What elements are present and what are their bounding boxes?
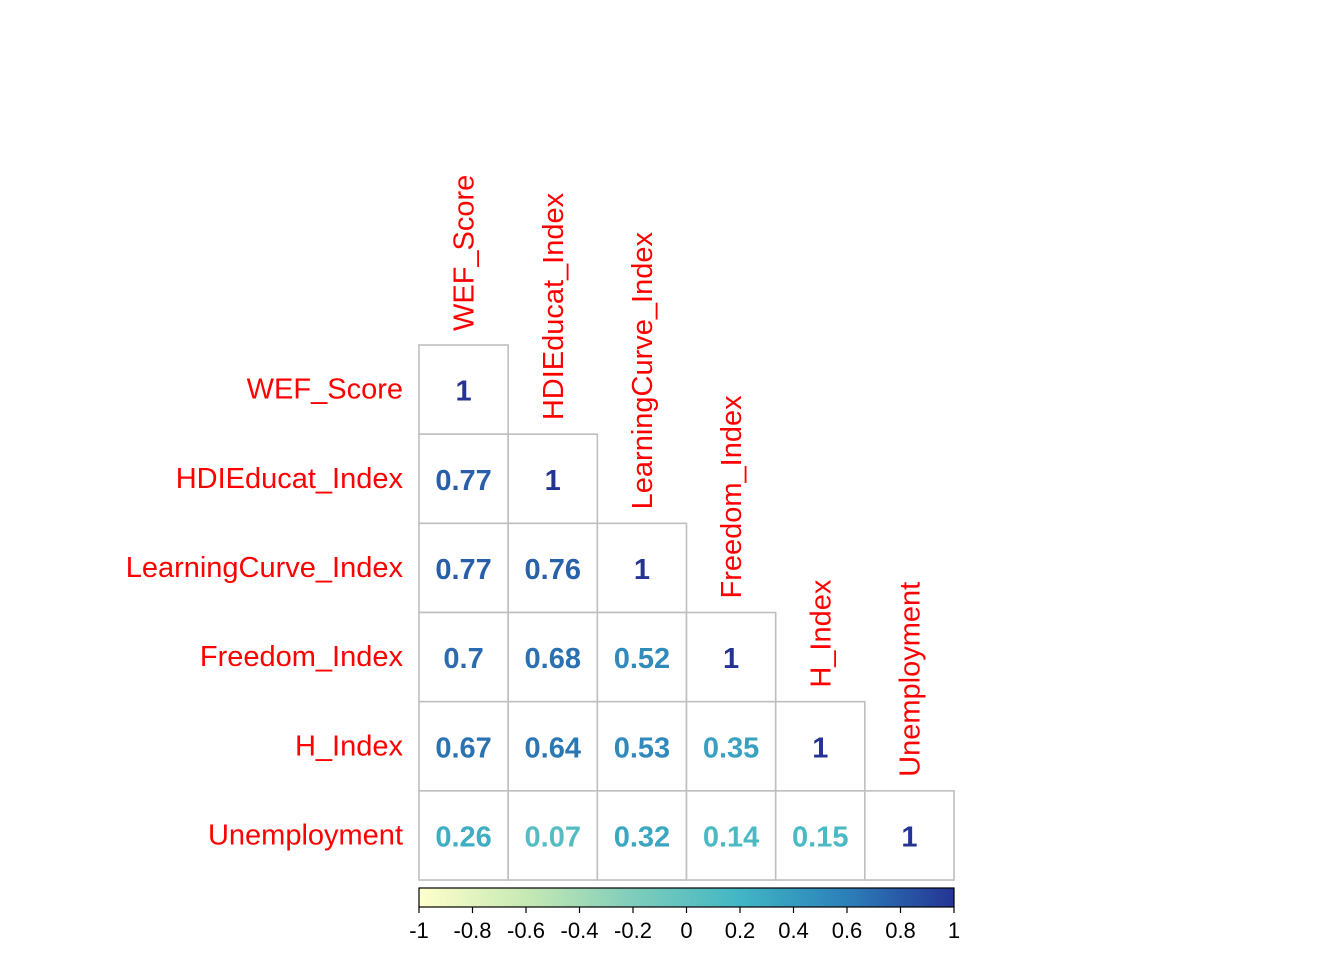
cell-value-label: 0.76 xyxy=(525,554,581,586)
column-label: H_Index xyxy=(805,579,837,688)
cell-value-label: 1 xyxy=(634,554,650,586)
heatmap-cell xyxy=(685,611,777,703)
colorbar-tick-label: 0.8 xyxy=(885,918,916,943)
row-labels: WEF_Score HDIEducat_Index LearningCurve_In… xyxy=(126,374,404,852)
heatmap-cell xyxy=(418,433,509,525)
colorbar-tick-label: -0.6 xyxy=(507,918,545,943)
heatmap-cell xyxy=(864,790,955,881)
cell-value-label: 1 xyxy=(456,376,472,408)
cell-value-label: 0.32 xyxy=(614,821,670,853)
heatmap-cell xyxy=(596,790,688,881)
colorbar-tick-label: -0.2 xyxy=(614,918,652,943)
column-label: Unemployment xyxy=(894,582,926,777)
heatmap-cell xyxy=(596,522,688,614)
cell-value-label: 0.7 xyxy=(443,643,483,675)
heatmap-cell xyxy=(685,790,777,881)
cell-value-label: 0.68 xyxy=(525,643,581,675)
heatmap-cell xyxy=(685,700,777,792)
cell-value-label: 0.67 xyxy=(435,732,491,764)
cell-value-label: 1 xyxy=(723,643,739,675)
cell-value-label: 0.53 xyxy=(614,732,670,764)
row-label: WEF_Score xyxy=(247,374,403,406)
colorbar-gradient xyxy=(418,887,955,908)
heatmap-cell xyxy=(418,344,509,435)
cell-value-label: 0.35 xyxy=(703,732,759,764)
heatmap-cell xyxy=(418,790,509,881)
row-label: H_Index xyxy=(295,730,404,762)
row-label: HDIEducat_Index xyxy=(176,463,404,495)
colorbar-tick-label: -0.4 xyxy=(561,918,599,943)
cell-value-label: 0.52 xyxy=(614,643,670,675)
cell-value-label: 0.77 xyxy=(435,554,491,586)
cell-value-label: 1 xyxy=(901,821,917,853)
colorbar: -1 -0.8 -0.6 -0.4 -0.2 0 0.2 0.4 0.6 0.8 1 xyxy=(409,887,960,943)
column-label: Freedom_Index xyxy=(716,395,748,599)
heatmap-cell xyxy=(507,700,599,792)
cell-value-label: 0.77 xyxy=(435,465,491,497)
heatmap-cell xyxy=(774,790,866,881)
colorbar-tick-label: -1 xyxy=(409,918,429,943)
heatmap-cells: 1 0.77 1 0.77 0.76 1 0.7 0.68 0.52 1 0.67 0.64 0.53 0… xyxy=(418,344,955,881)
colorbar-tick-label: 0 xyxy=(680,918,692,943)
column-label: HDIEducat_Index xyxy=(538,192,570,420)
colorbar-tick-label: 1 xyxy=(948,918,960,943)
column-label: WEF_Score xyxy=(449,175,481,331)
heatmap-cell xyxy=(507,611,599,703)
heatmap-cell xyxy=(507,790,599,881)
column-label: LearningCurve_Index xyxy=(627,232,659,510)
row-label: Unemployment xyxy=(208,819,403,851)
cell-value-label: 0.26 xyxy=(435,821,491,853)
colorbar-tick-label: 0.2 xyxy=(725,918,756,943)
cell-value-label: 0.64 xyxy=(525,732,581,764)
colorbar-tick-label: -0.8 xyxy=(454,918,492,943)
cell-value-label: 0.15 xyxy=(792,821,848,853)
cell-value-label: 0.14 xyxy=(703,821,759,853)
cell-value-label: 1 xyxy=(812,732,828,764)
heatmap-cell xyxy=(507,433,599,525)
colorbar-tick-label: 0.6 xyxy=(832,918,863,943)
column-labels: WEF_Score HDIEducat_Index LearningCurve_In… xyxy=(449,175,927,777)
colorbar-tick-label: 0.4 xyxy=(778,918,809,943)
cell-value-label: 1 xyxy=(545,465,561,497)
row-label: Freedom_Index xyxy=(200,641,404,673)
cell-value-label: 0.07 xyxy=(525,821,581,853)
row-label: LearningCurve_Index xyxy=(126,552,404,584)
